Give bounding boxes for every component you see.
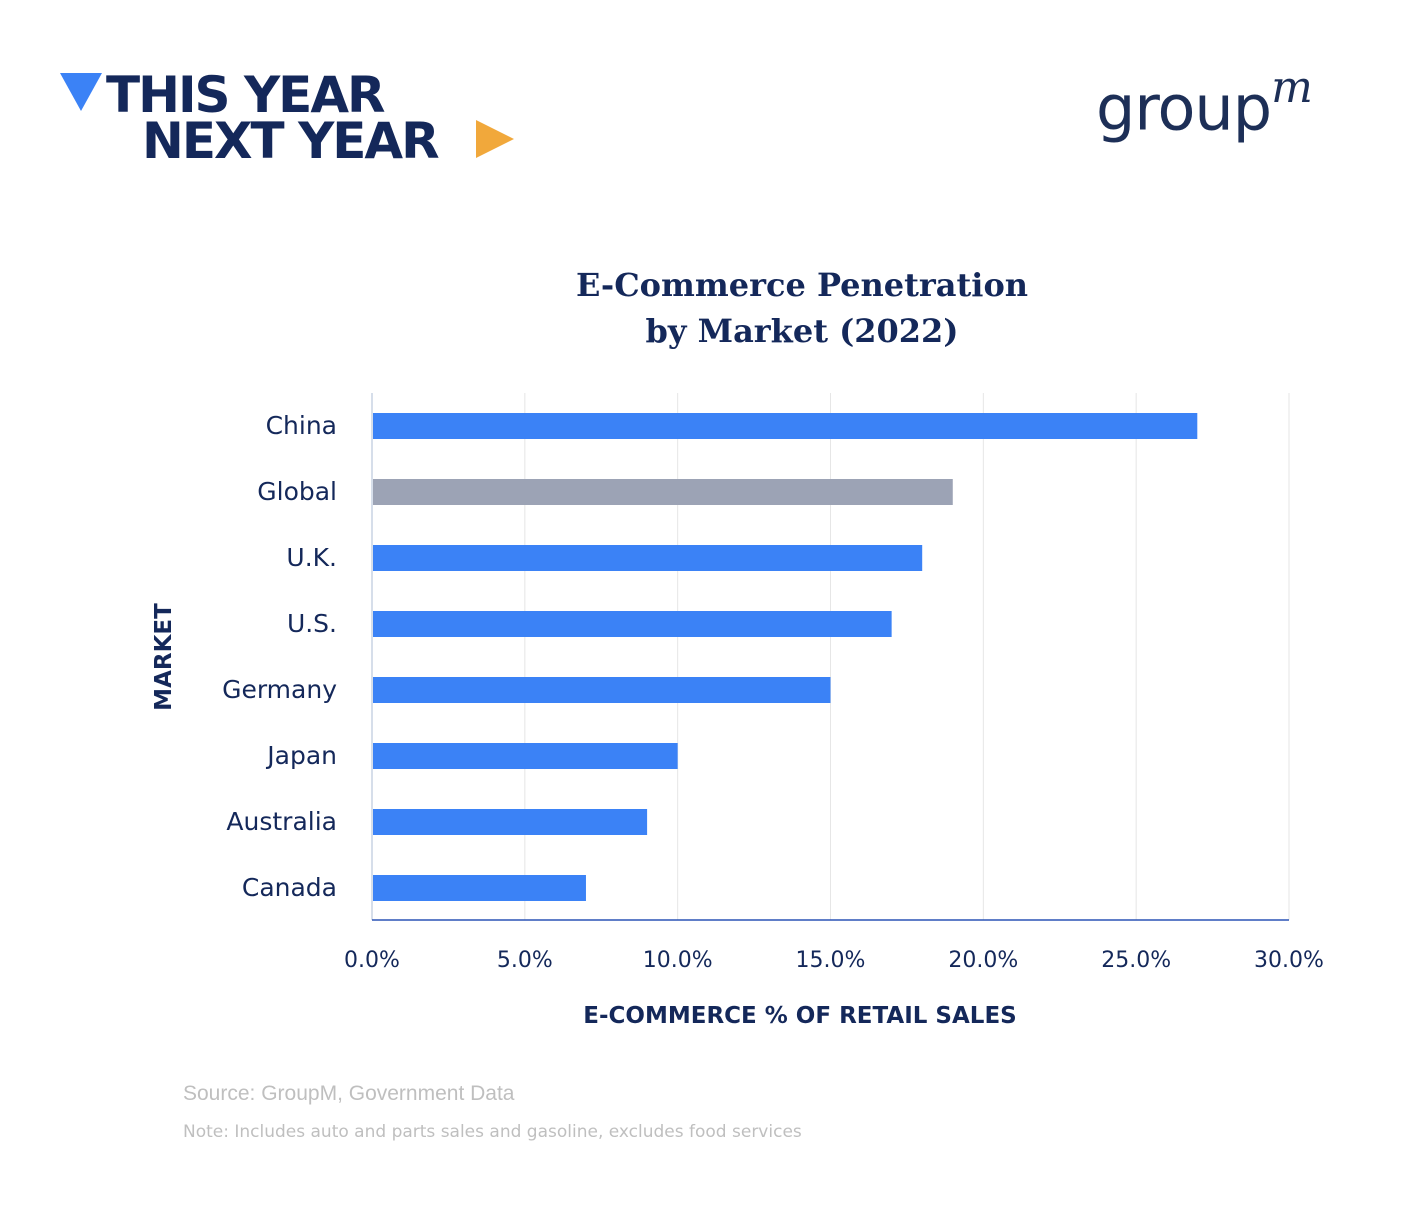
groupm-logo: groupm	[1096, 62, 1313, 145]
triangle-right-icon	[476, 120, 514, 158]
y-tick-label: U.K.	[286, 543, 337, 572]
x-tick-label: 20.0%	[948, 948, 1018, 973]
y-tick-label: Japan	[265, 741, 337, 770]
y-tick-label: China	[266, 411, 337, 440]
bar-germany	[373, 677, 831, 703]
y-tick-label: Germany	[222, 675, 337, 704]
bar-canada	[373, 875, 586, 901]
chart-title-line-2: by Market (2022)	[645, 312, 959, 350]
bar-uk	[373, 545, 923, 571]
x-tick-label: 10.0%	[643, 948, 713, 973]
triangle-down-icon	[60, 73, 102, 111]
bar-global	[373, 479, 953, 505]
y-tick-label: U.S.	[287, 609, 337, 638]
x-axis-title: E-COMMERCE % OF RETAIL SALES	[583, 1003, 1016, 1029]
bar-australia	[373, 809, 648, 835]
y-tick-label: Canada	[242, 873, 337, 902]
source-text: Source: GroupM, Government Data	[183, 1082, 515, 1105]
x-tick-label: 30.0%	[1254, 948, 1324, 973]
y-tick-label: Australia	[226, 807, 337, 836]
brand-line-1: THIS YEAR	[106, 66, 386, 124]
y-tick-label: Global	[257, 477, 337, 506]
bar-china	[373, 413, 1198, 439]
bar-us	[373, 611, 892, 637]
chart-title: E-Commerce Penetration by Market (2022)	[500, 262, 1104, 354]
chart-title-line-1: E-Commerce Penetration	[575, 266, 1029, 304]
bar-japan	[373, 743, 678, 769]
brand-line-2: NEXT YEAR	[142, 112, 440, 170]
y-axis-title: MARKET	[151, 603, 177, 711]
x-tick-label: 0.0%	[344, 948, 400, 973]
x-tick-label: 25.0%	[1101, 948, 1171, 973]
x-tick-label: 15.0%	[796, 948, 866, 973]
note-text: Note: Includes auto and parts sales and …	[183, 1122, 802, 1142]
x-tick-label: 5.0%	[497, 948, 553, 973]
